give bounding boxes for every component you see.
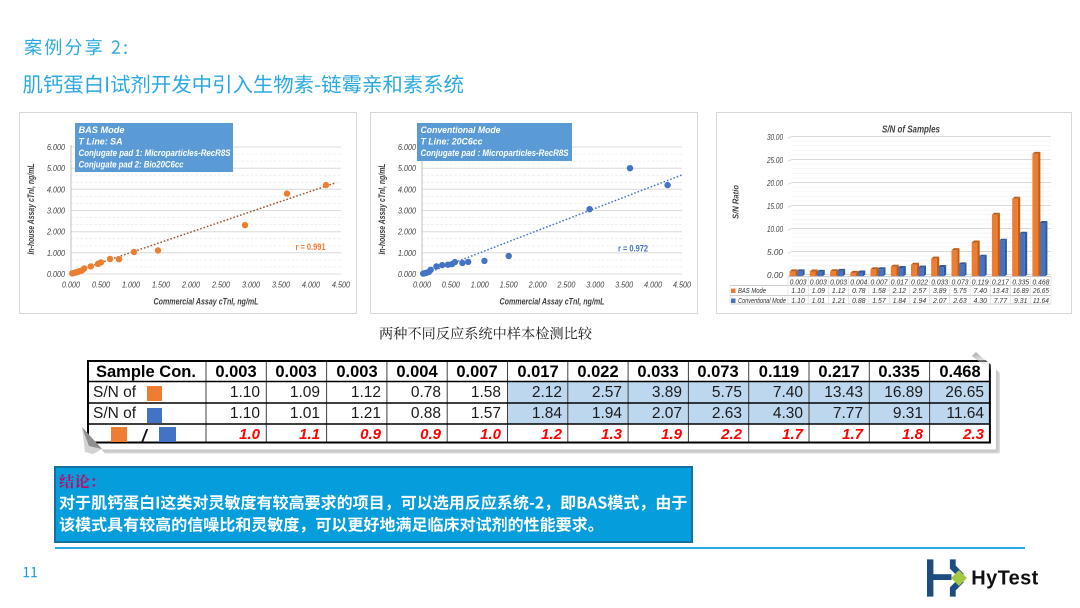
- svg-text:6.000: 6.000: [47, 142, 65, 152]
- svg-text:1.94: 1.94: [913, 298, 927, 305]
- svg-text:0.003: 0.003: [790, 279, 807, 286]
- svg-text:0.335: 0.335: [1012, 279, 1029, 286]
- svg-text:Commercial Assay cTnI, ng/mL: Commercial Assay cTnI, ng/mL: [500, 297, 605, 307]
- svg-text:2.07: 2.07: [932, 298, 948, 305]
- svg-text:7.40: 7.40: [973, 288, 987, 295]
- svg-text:3.000: 3.000: [398, 206, 416, 216]
- svg-text:1.57: 1.57: [872, 298, 887, 305]
- svg-text:0.88: 0.88: [852, 298, 866, 305]
- svg-text:13.43: 13.43: [992, 288, 1008, 295]
- svg-text:25.00: 25.00: [766, 155, 783, 165]
- svg-text:3.89: 3.89: [933, 288, 947, 295]
- svg-text:0.217: 0.217: [992, 279, 1010, 286]
- svg-text:0.000: 0.000: [398, 269, 416, 279]
- svg-text:1.10: 1.10: [791, 298, 805, 305]
- svg-text:0.500: 0.500: [442, 280, 460, 290]
- svg-text:3.000: 3.000: [242, 280, 260, 290]
- svg-text:2.500: 2.500: [211, 280, 230, 290]
- svg-text:4.000: 4.000: [302, 280, 320, 290]
- svg-text:T Line: SA: T Line: SA: [79, 136, 123, 146]
- svg-text:BAS Mode: BAS Mode: [738, 288, 766, 295]
- svg-text:16.89: 16.89: [1013, 288, 1029, 295]
- svg-text:0.000: 0.000: [413, 280, 431, 290]
- svg-text:5.75: 5.75: [953, 288, 967, 295]
- svg-text:0.003: 0.003: [810, 279, 827, 286]
- svg-text:4.000: 4.000: [644, 280, 662, 290]
- svg-text:0.007: 0.007: [871, 279, 889, 286]
- svg-text:20.00: 20.00: [766, 178, 783, 188]
- svg-text:S/N Ratio: S/N Ratio: [731, 185, 741, 219]
- svg-text:1.01: 1.01: [812, 298, 826, 305]
- svg-text:2.12: 2.12: [892, 288, 907, 295]
- svg-text:26.65: 26.65: [1032, 288, 1049, 295]
- svg-text:Commercial Assay cTnI, ng/mL: Commercial Assay cTnI, ng/mL: [154, 297, 259, 307]
- svg-text:1.84: 1.84: [893, 298, 907, 305]
- svg-text:5.000: 5.000: [398, 163, 416, 173]
- svg-text:5.00: 5.00: [767, 247, 783, 257]
- svg-text:3.000: 3.000: [586, 280, 604, 290]
- svg-text:Conventional Mode: Conventional Mode: [738, 298, 786, 305]
- svg-text:1.000: 1.000: [47, 248, 65, 258]
- svg-text:2.000: 2.000: [528, 280, 547, 290]
- svg-text:2.000: 2.000: [46, 227, 65, 237]
- svg-text:1.000: 1.000: [471, 280, 489, 290]
- svg-text:In-house Assay cTnI, ng/mL: In-house Assay cTnI, ng/mL: [26, 164, 36, 255]
- svg-text:0.000: 0.000: [62, 280, 80, 290]
- svg-text:4.000: 4.000: [398, 184, 416, 194]
- svg-text:4.000: 4.000: [47, 184, 65, 194]
- svg-text:1.10: 1.10: [791, 288, 805, 295]
- svg-text:3.500: 3.500: [615, 280, 633, 290]
- svg-text:5.000: 5.000: [47, 163, 65, 173]
- svg-text:Conventional Mode: Conventional Mode: [421, 125, 501, 135]
- svg-text:0.033: 0.033: [931, 279, 948, 286]
- svg-text:1.500: 1.500: [500, 280, 518, 290]
- svg-text:3.000: 3.000: [47, 206, 65, 216]
- svg-text:0.78: 0.78: [852, 288, 866, 295]
- svg-text:0.00: 0.00: [767, 270, 783, 280]
- svg-text:0.004: 0.004: [850, 279, 867, 286]
- svg-text:0.119: 0.119: [972, 279, 989, 286]
- svg-text:0.022: 0.022: [911, 279, 928, 286]
- svg-text:1.09: 1.09: [812, 288, 826, 295]
- svg-text:1.000: 1.000: [122, 280, 140, 290]
- svg-text:BAS Mode: BAS Mode: [79, 125, 125, 135]
- svg-text:0.468: 0.468: [1032, 279, 1049, 286]
- svg-text:0.500: 0.500: [92, 280, 110, 290]
- svg-text:11.64: 11.64: [1033, 298, 1049, 305]
- svg-text:HyTest: HyTest: [971, 568, 1038, 590]
- svg-text:1.21: 1.21: [832, 298, 846, 305]
- svg-text:1.000: 1.000: [398, 248, 416, 258]
- svg-text:2.000: 2.000: [397, 227, 416, 237]
- svg-text:15.00: 15.00: [767, 201, 783, 211]
- svg-text:1.500: 1.500: [152, 280, 170, 290]
- svg-text:r = 0.972: r = 0.972: [618, 244, 648, 255]
- svg-text:In-house Assay cTnI, ng/mL: In-house Assay cTnI, ng/mL: [377, 164, 387, 255]
- svg-text:2.63: 2.63: [952, 298, 967, 305]
- svg-text:r = 0.991: r = 0.991: [296, 242, 327, 253]
- svg-text:1.12: 1.12: [832, 288, 846, 295]
- svg-text:7.77: 7.77: [994, 298, 1009, 305]
- svg-text:2.500: 2.500: [557, 280, 576, 290]
- svg-text:0.003: 0.003: [830, 279, 847, 286]
- svg-text:0.017: 0.017: [891, 279, 909, 286]
- svg-text:2.57: 2.57: [912, 288, 928, 295]
- svg-text:4.500: 4.500: [332, 280, 350, 290]
- svg-text:3.500: 3.500: [272, 280, 290, 290]
- svg-text:30.00: 30.00: [767, 132, 783, 142]
- svg-text:Conjugate pad 1: Microparticle: Conjugate pad 1: Microparticles-RecR8S: [79, 148, 232, 158]
- svg-text:T Line: 20C6cc: T Line: 20C6cc: [421, 136, 483, 146]
- svg-text:9.31: 9.31: [1014, 298, 1028, 305]
- svg-text:4.30: 4.30: [973, 298, 987, 305]
- svg-text:Conjugate pad 2: Bio20C6cc: Conjugate pad 2: Bio20C6cc: [79, 159, 184, 169]
- svg-text:1.58: 1.58: [872, 288, 886, 295]
- svg-text:2.000: 2.000: [181, 280, 200, 290]
- svg-text:4.500: 4.500: [673, 280, 691, 290]
- svg-text:6.000: 6.000: [398, 142, 416, 152]
- svg-text:S/N of Samples: S/N of Samples: [882, 125, 940, 136]
- svg-text:0.073: 0.073: [952, 279, 969, 286]
- svg-text:10.00: 10.00: [767, 224, 783, 234]
- svg-text:Conjugate pad : Microparticles: Conjugate pad : Microparticles-RecR8S: [421, 148, 570, 158]
- svg-text:0.000: 0.000: [47, 269, 65, 279]
